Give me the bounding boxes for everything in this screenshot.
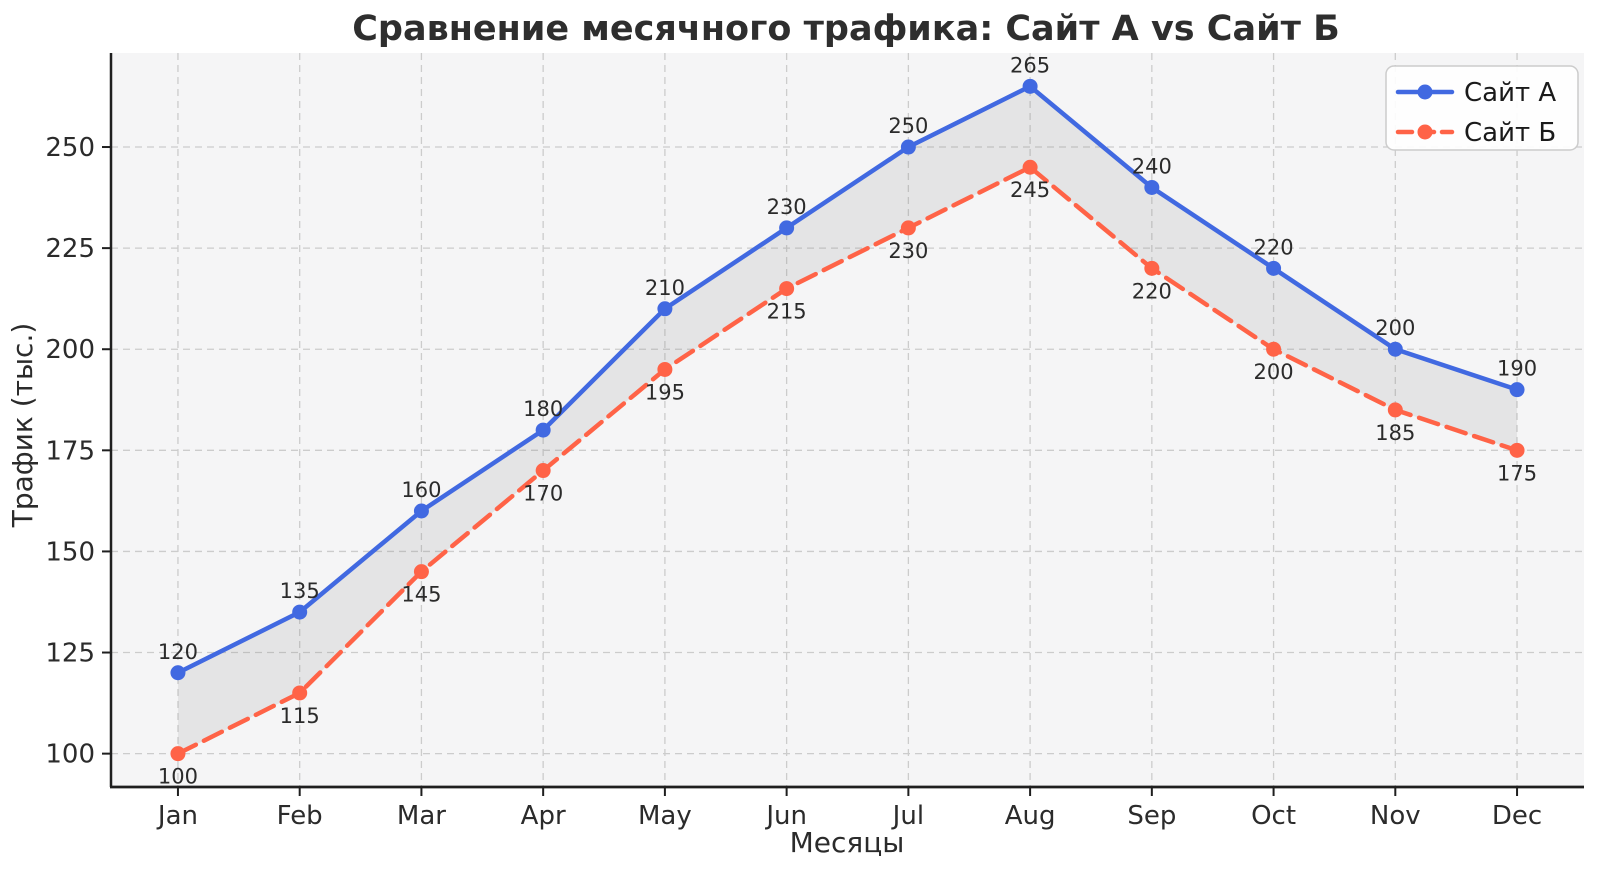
y-tick-label: 125	[45, 639, 95, 669]
x-axis-label: Месяцы	[790, 826, 905, 859]
x-tick-label: Oct	[1251, 801, 1296, 831]
data-point-marker	[1266, 260, 1282, 276]
data-point-marker	[900, 139, 916, 155]
data-point-marker	[779, 220, 795, 236]
y-tick-label: 250	[45, 133, 95, 163]
point-labels-layer: 120 135 160 180 210 230 250 265 240 220 200 190 100 1…	[158, 53, 1537, 788]
data-point-label: 250	[888, 114, 928, 138]
data-point-marker	[1144, 179, 1160, 195]
data-point-label: 190	[1497, 357, 1537, 381]
fill-between-region	[177, 86, 1518, 754]
data-point-label: 135	[280, 579, 320, 603]
x-tick-label: Jul	[891, 801, 924, 831]
data-point-marker	[657, 361, 673, 377]
data-point-marker	[1266, 341, 1282, 357]
x-tick-label: Nov	[1370, 801, 1421, 831]
data-point-label: 220	[1132, 279, 1172, 303]
y-axis-label: Трафик (тыс.)	[6, 323, 39, 529]
x-tick-label: Mar	[397, 801, 446, 831]
x-tick-label: Feb	[277, 801, 323, 831]
x-tick-label: Jun	[764, 801, 807, 831]
data-point-label: 185	[1375, 421, 1415, 445]
data-point-marker	[1144, 260, 1160, 276]
fill-between-layer	[177, 86, 1518, 754]
y-tick-label: 100	[45, 740, 95, 770]
data-point-marker	[779, 281, 795, 297]
y-tick-label: 225	[45, 234, 95, 264]
series-site-b	[170, 159, 1525, 762]
chart-title: Сравнение месячного трафика: Сайт А vs С…	[352, 9, 1340, 49]
data-point-label: 145	[401, 583, 441, 607]
axes-layer: Jan Feb Mar Apr May Jun Jul Aug Sep Oct Nov Dec1001…	[45, 53, 1584, 831]
data-point-label: 180	[523, 397, 563, 421]
series-line	[175, 84, 1520, 676]
series-site-a	[170, 78, 1525, 681]
legend-box	[1385, 65, 1579, 151]
data-point-label: 175	[1497, 461, 1537, 485]
data-point-marker	[292, 685, 308, 701]
data-point-label: 160	[401, 478, 441, 502]
legend-label: Сайт А	[1464, 78, 1556, 108]
x-tick-label: Aug	[1005, 801, 1056, 831]
data-point-label: 230	[767, 195, 807, 219]
data-point-marker	[170, 746, 186, 762]
data-point-label: 240	[1132, 154, 1172, 178]
data-point-label: 200	[1254, 360, 1294, 384]
data-point-marker	[292, 604, 308, 620]
plot-area	[111, 53, 1584, 787]
data-point-marker	[170, 665, 186, 681]
x-tick-label: Apr	[521, 801, 566, 831]
data-point-label: 245	[1010, 178, 1050, 202]
y-tick-label: 175	[45, 436, 95, 466]
data-point-label: 230	[888, 239, 928, 263]
data-point-marker	[1387, 402, 1403, 418]
data-point-marker	[535, 422, 551, 438]
y-tick-label: 200	[45, 335, 95, 365]
x-tick-label: May	[638, 801, 692, 831]
x-tick-label: Sep	[1127, 801, 1176, 831]
data-point-label: 195	[645, 380, 685, 404]
data-point-label: 200	[1375, 316, 1415, 340]
legend: Сайт А Сайт Б	[1385, 65, 1579, 151]
series-layer	[170, 78, 1525, 762]
data-point-label: 210	[645, 276, 685, 300]
y-tick-label: 150	[45, 537, 95, 567]
data-point-label: 215	[767, 300, 807, 324]
legend-label: Сайт Б	[1464, 118, 1556, 148]
data-point-marker	[1387, 341, 1403, 357]
legend-entry: Сайт Б	[1395, 118, 1556, 148]
data-point-marker	[413, 564, 429, 580]
plot-background-layer	[111, 53, 1584, 787]
data-point-label: 120	[158, 640, 198, 664]
data-point-label: 170	[523, 482, 563, 506]
data-point-marker	[1509, 442, 1525, 458]
data-point-marker	[1509, 382, 1525, 398]
data-point-label: 115	[280, 704, 320, 728]
data-point-marker	[900, 220, 916, 236]
data-point-label: 220	[1254, 235, 1294, 259]
legend-marker	[1417, 124, 1433, 140]
data-point-label: 100	[158, 765, 198, 789]
legend-entry: Сайт А	[1395, 78, 1556, 108]
gridlines-layer	[111, 53, 1584, 787]
x-tick-label: Dec	[1492, 801, 1542, 831]
x-tick-label: Jan	[156, 801, 198, 831]
data-point-marker	[1022, 159, 1038, 175]
data-point-marker	[413, 503, 429, 519]
data-point-marker	[535, 463, 551, 479]
data-point-marker	[1022, 78, 1038, 94]
legend-marker	[1417, 84, 1433, 100]
series-line	[175, 164, 1520, 756]
data-point-marker	[657, 301, 673, 317]
data-point-label: 265	[1010, 53, 1050, 77]
